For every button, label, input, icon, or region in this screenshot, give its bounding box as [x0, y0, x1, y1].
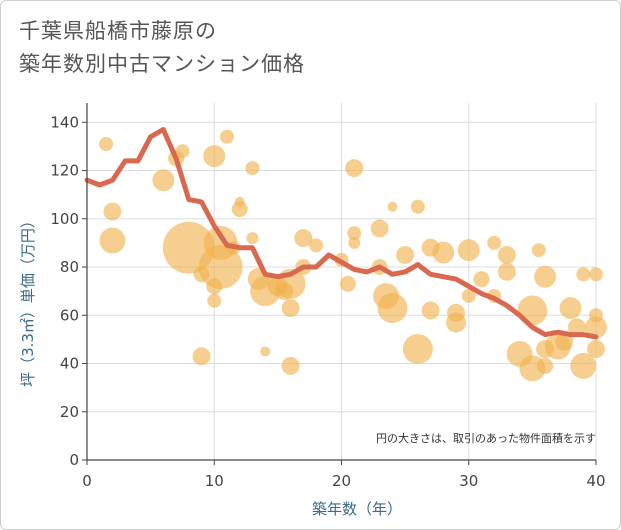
bubble-point [537, 357, 554, 374]
bubble-point [347, 226, 362, 241]
x-tick-label: 20 [332, 472, 351, 490]
bubble-point [446, 312, 467, 333]
bubble-point [207, 293, 222, 308]
bubble-point [473, 271, 490, 288]
y-tick-label: 100 [50, 210, 79, 228]
bubble-point [387, 201, 398, 212]
x-tick-label: 30 [459, 472, 478, 490]
bubble-point [377, 293, 408, 324]
y-tick-label: 120 [50, 162, 79, 180]
bubble-point [585, 316, 607, 339]
bubble-point [570, 352, 597, 379]
bubble-point [175, 144, 190, 159]
bubble-point [534, 265, 557, 288]
x-tick-label: 40 [586, 472, 605, 490]
bubble-point [487, 235, 502, 250]
bubble-point [281, 356, 300, 375]
average-price-line [84, 127, 599, 340]
title-line-1: 千葉県船橋市藤原の [19, 19, 217, 43]
bubble-point [587, 340, 605, 359]
x-axis-title: 築年数（年） [312, 500, 402, 518]
bubble-point [198, 245, 243, 290]
bubbles [99, 129, 607, 382]
bubble-point [576, 267, 591, 282]
bubble-point [345, 159, 364, 178]
bubble-point [246, 232, 259, 245]
bubble-point [497, 245, 516, 264]
bubble-point [421, 301, 440, 320]
bubble-point [99, 137, 114, 152]
y-tick-label: 20 [60, 403, 79, 421]
y-tick-label: 140 [50, 113, 79, 131]
bubble-point [281, 299, 300, 318]
bubble-point [370, 219, 389, 238]
bubble-point [555, 332, 574, 351]
bubble-point [203, 145, 226, 168]
y-tick-label: 0 [69, 451, 79, 469]
y-axis-title: 坪（3.3㎡）単価（万円） [19, 213, 37, 387]
x-tick-label: 0 [82, 472, 92, 490]
x-tick-labels: 0 10 20 30 40 [82, 460, 606, 490]
bubble-point [457, 239, 480, 262]
bubble-point [309, 238, 324, 253]
y-tick-labels: 0 20 40 60 80 100 120 140 [50, 113, 87, 469]
bubble-point [432, 241, 455, 264]
bubble-point [294, 229, 313, 248]
size-note: 円の大きさは、取引のあった物件面積を示す [376, 431, 596, 445]
bubble-point [402, 334, 433, 365]
chart-title: 千葉県船橋市藤原の 築年数別中古マンション価格 [19, 15, 305, 81]
bubble-point [461, 288, 476, 303]
bubble-point [589, 267, 603, 282]
y-tick-label: 40 [60, 355, 79, 373]
bubble-point [219, 129, 234, 144]
bubble-point [497, 262, 516, 281]
bubble-point [339, 275, 356, 292]
bubble-point [517, 295, 548, 326]
y-tick-label: 60 [60, 306, 79, 324]
bubble-point [152, 169, 175, 192]
y-tick-label: 80 [60, 258, 79, 276]
bubble-point [410, 199, 425, 214]
bubble-point [99, 227, 126, 254]
bubble-point [396, 245, 415, 264]
bubble-point [231, 201, 248, 218]
bubble-point [567, 318, 586, 337]
bubble-point [192, 347, 211, 366]
bubble-point [260, 346, 271, 357]
bubble-point [531, 243, 546, 258]
title-line-2: 築年数別中古マンション価格 [19, 52, 305, 76]
bubble-point [103, 202, 122, 221]
x-tick-label: 10 [205, 472, 224, 490]
bubble-point [348, 236, 361, 249]
bubble-point [234, 196, 245, 207]
bubble-point [559, 297, 582, 320]
bubble-point [245, 161, 260, 176]
